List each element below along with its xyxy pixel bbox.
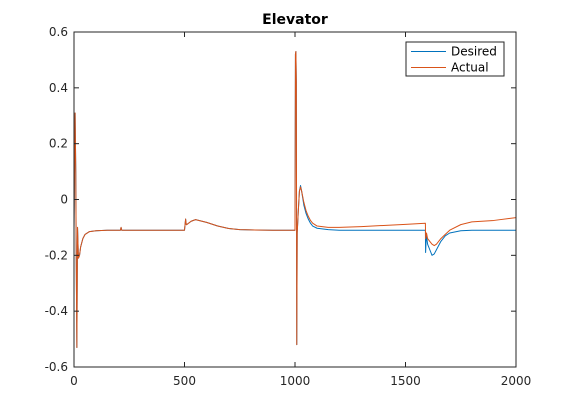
x-tick-label-2: 1000	[280, 374, 311, 388]
x-tick-label-0: 0	[70, 374, 78, 388]
y-tick-label-5: 0.4	[49, 81, 68, 95]
legend-actual-label: Actual	[451, 61, 489, 75]
legend: Desired Actual	[405, 41, 505, 77]
series-line-actual	[73, 51, 517, 348]
legend-box	[405, 41, 505, 77]
x-tick-label-3: 1500	[390, 374, 421, 388]
series-layer	[73, 51, 517, 348]
y-tick-label-4: 0.2	[49, 137, 68, 151]
y-tick-label-1: -0.4	[45, 304, 68, 318]
x-tick-label-4: 2000	[501, 374, 532, 388]
y-tick-label-6: 0.6	[49, 25, 68, 39]
chart-title: Elevator	[262, 12, 328, 28]
axes-layer: 0 500 1000 1500 2000 -0.6 -0.4 -0.2 0 0.2 0.4 0.6	[45, 25, 532, 388]
y-tick-label-3: 0	[60, 193, 68, 207]
x-tick-label-1: 500	[173, 374, 196, 388]
y-tick-label-0: -0.6	[45, 360, 68, 374]
y-tick-label-2: -0.2	[45, 248, 68, 262]
legend-desired-label: Desired	[451, 45, 497, 59]
